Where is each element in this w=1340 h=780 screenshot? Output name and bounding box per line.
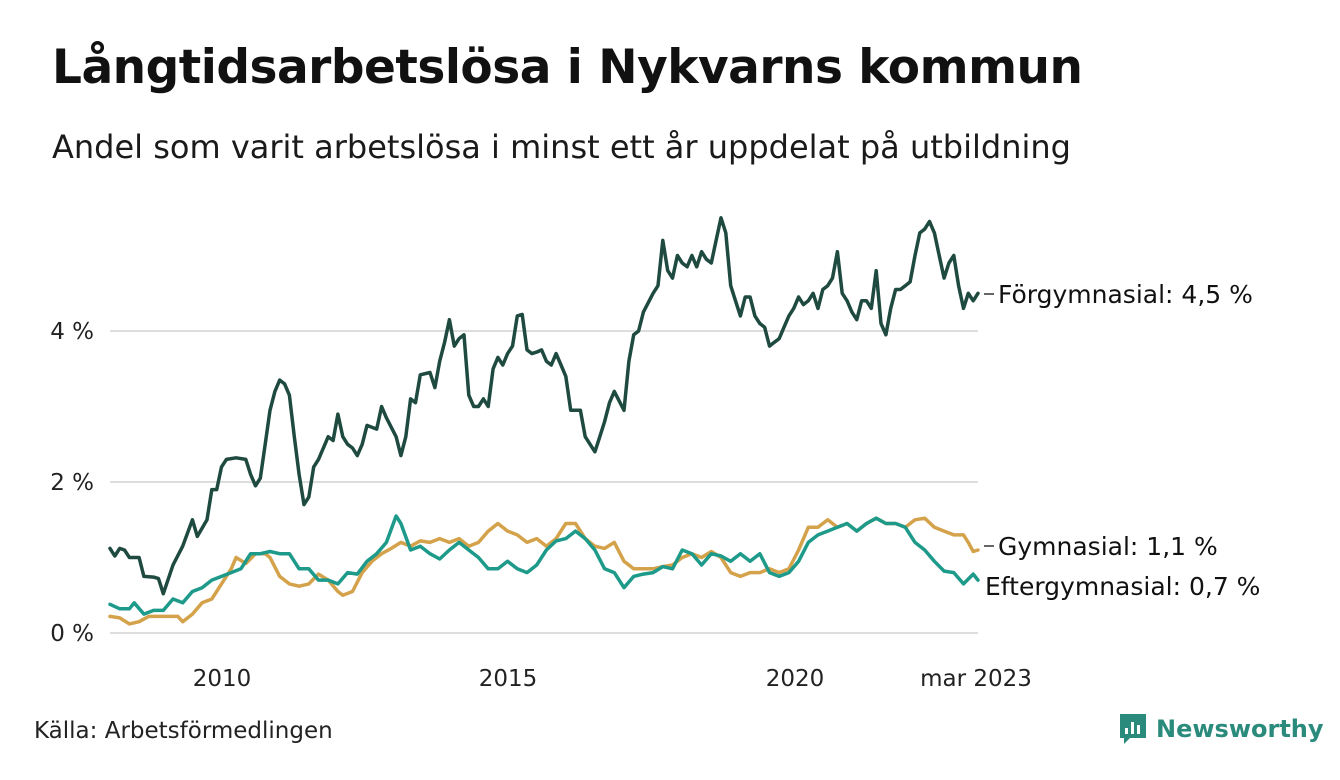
source-note: Källa: Arbetsförmedlingen	[34, 718, 333, 744]
line-chart: 0 % 2 % 4 % 2010 2015 2020 mar 2023 Förgymnasia…	[50, 216, 1260, 692]
newsworthy-logo: Newsworthy	[1118, 712, 1324, 746]
y-tick-label: 0 %	[50, 621, 94, 647]
x-tick-label: 2015	[479, 666, 538, 692]
series-line-forgymnasial	[108, 216, 980, 596]
end-label-forgymnasial: Förgymnasial: 4,5 %	[998, 280, 1253, 309]
x-tick-label: mar 2023	[920, 666, 1032, 692]
chart-subtitle: Andel som varit arbetslösa i minst ett å…	[52, 128, 1071, 166]
y-tick-label: 4 %	[50, 319, 94, 345]
chart-title: Långtidsarbetslösa i Nykvarns kommun	[52, 40, 1083, 95]
series-line-gymnasial	[108, 516, 980, 626]
logo-text: Newsworthy	[1156, 715, 1324, 743]
series-line-eftergymnasial	[108, 514, 980, 616]
x-tick-label: 2010	[193, 666, 252, 692]
end-label-gymnasial: Gymnasial: 1,1 %	[998, 532, 1218, 561]
newsworthy-logo-icon	[1120, 714, 1146, 744]
x-tick-label: 2020	[766, 666, 825, 692]
end-label-eftergymnasial: Eftergymnasial: 0,7 %	[985, 572, 1260, 601]
y-tick-label: 2 %	[50, 470, 94, 496]
